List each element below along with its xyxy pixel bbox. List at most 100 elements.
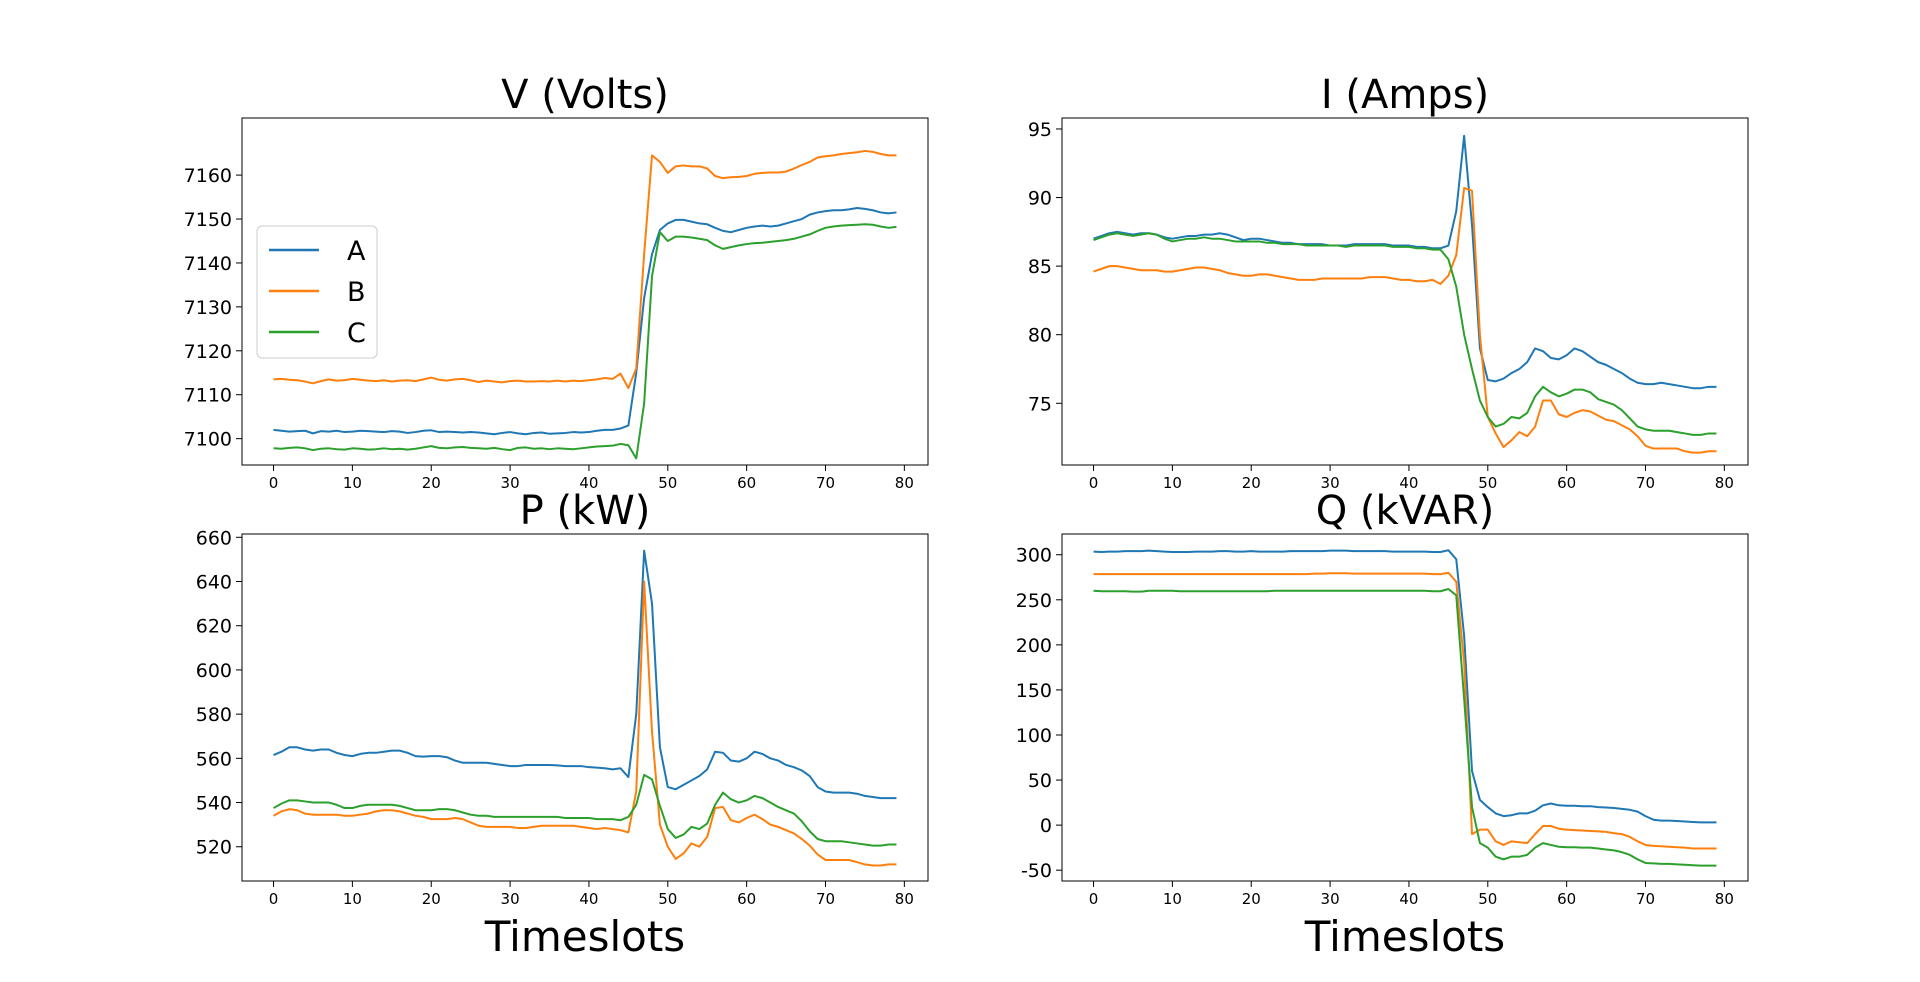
y-tick-label: 7100 [184, 429, 232, 451]
panel-title: V (Volts) [501, 72, 669, 118]
y-tick-label: 7160 [184, 165, 232, 187]
y-tick-label: 7130 [184, 297, 232, 319]
panel-power: P (kW) Timeslots 0 10 20 30 40 50 60 70 80 520 540… [196, 488, 929, 961]
x-tick-label: 0 [269, 474, 279, 492]
x-tick-label: 20 [1242, 890, 1261, 908]
x-tick-label: 10 [1163, 474, 1182, 492]
panel-voltage: V (Volts) 0 10 20 30 40 50 60 70 80 7100 7110 7120 7… [184, 72, 929, 492]
x-axis-label: Timeslots [484, 912, 685, 961]
legend-label-a: A [347, 236, 366, 267]
y-tick-label: 7110 [184, 385, 232, 407]
y-tick-label: 520 [196, 837, 232, 859]
x-tick-label: 0 [1089, 890, 1099, 908]
x-tick-label: 20 [422, 474, 441, 492]
legend-label-b: B [347, 277, 366, 308]
series-group [273, 549, 897, 867]
x-tick-label: 20 [422, 890, 441, 908]
x-tick-label: 30 [1321, 474, 1340, 492]
y-tick-label: 560 [196, 748, 232, 770]
x-tick-label: 80 [1715, 474, 1734, 492]
x-tick-label: 10 [343, 474, 362, 492]
y-tick-label: -50 [1021, 860, 1052, 882]
x-tick-label: 80 [895, 890, 914, 908]
x-tick-label: 50 [1478, 890, 1497, 908]
y-tick-label: 250 [1016, 590, 1052, 612]
series-group [1093, 549, 1717, 867]
y-tick-label: 200 [1016, 635, 1052, 657]
series-line-a [273, 549, 897, 800]
x-tick-label: 30 [1321, 890, 1340, 908]
panel-title: Q (kVAR) [1316, 488, 1495, 534]
x-tick-label: 0 [1089, 474, 1099, 492]
series-line-c [273, 773, 897, 847]
series-group [1093, 134, 1717, 454]
x-tick-label: 30 [501, 890, 520, 908]
y-tick-label: 50 [1028, 770, 1052, 792]
y-tick-label: 95 [1028, 119, 1052, 141]
panel-title: P (kW) [520, 488, 651, 534]
series-line-b [273, 580, 897, 867]
panel-reactive-power: Q (kVAR) Timeslots 0 10 20 30 40 50 60 70 80 -50 0… [1016, 488, 1749, 961]
series-group [273, 149, 897, 460]
x-tick-label: 20 [1242, 474, 1261, 492]
axes-frame [241, 533, 929, 882]
series-line-c [273, 223, 897, 460]
y-tick-label: 7120 [184, 341, 232, 363]
series-line-c [1093, 587, 1717, 867]
x-tick-label: 50 [658, 890, 677, 908]
y-tick-label: 0 [1040, 815, 1052, 837]
series-line-c [1093, 232, 1717, 436]
y-tick-label: 150 [1016, 680, 1052, 702]
axes-frame [1061, 533, 1749, 882]
y-tick-label: 540 [196, 793, 232, 815]
x-tick-label: 60 [1557, 890, 1576, 908]
x-tick-label: 80 [1715, 890, 1734, 908]
y-tick-label: 660 [196, 527, 232, 549]
x-tick-label: 70 [1636, 890, 1655, 908]
y-tick-label: 75 [1028, 393, 1052, 415]
x-tick-label: 40 [1399, 890, 1418, 908]
x-tick-label: 70 [816, 474, 835, 492]
x-tick-label: 60 [1557, 474, 1576, 492]
x-tick-label: 80 [895, 474, 914, 492]
x-axis-label: Timeslots [1304, 912, 1505, 961]
y-tick-label: 640 [196, 572, 232, 594]
x-tick-label: 50 [1478, 474, 1497, 492]
series-line-a [1093, 134, 1717, 390]
series-line-b [273, 149, 897, 390]
y-tick-label: 85 [1028, 256, 1052, 278]
y-tick-label: 7150 [184, 209, 232, 231]
legend: ABC [256, 225, 378, 359]
legend-label-c: C [347, 318, 366, 349]
y-tick-label: 100 [1016, 725, 1052, 747]
panel-current: I (Amps) 0 10 20 30 40 50 60 70 80 75 80 85 90 95 [1028, 72, 1749, 492]
series-line-a [1093, 549, 1717, 824]
series-line-a [273, 207, 897, 436]
x-tick-label: 60 [737, 890, 756, 908]
x-tick-label: 40 [579, 890, 598, 908]
y-tick-label: 7140 [184, 253, 232, 275]
panel-title: I (Amps) [1321, 72, 1489, 118]
x-tick-label: 0 [269, 890, 279, 908]
y-tick-label: 300 [1016, 545, 1052, 567]
axes-frame [1061, 117, 1749, 466]
x-tick-label: 40 [579, 474, 598, 492]
y-tick-label: 620 [196, 616, 232, 638]
axes-frame [241, 117, 929, 466]
series-line-b [1093, 571, 1717, 850]
y-tick-label: 80 [1028, 325, 1052, 347]
x-tick-label: 70 [1636, 474, 1655, 492]
series-line-b [1093, 186, 1717, 454]
x-tick-label: 50 [658, 474, 677, 492]
y-tick-label: 600 [196, 660, 232, 682]
x-tick-label: 70 [816, 890, 835, 908]
y-tick-label: 580 [196, 704, 232, 726]
x-tick-label: 10 [343, 890, 362, 908]
y-tick-label: 90 [1028, 188, 1052, 210]
x-tick-label: 30 [501, 474, 520, 492]
x-tick-label: 10 [1163, 890, 1182, 908]
x-tick-label: 40 [1399, 474, 1418, 492]
x-tick-label: 60 [737, 474, 756, 492]
